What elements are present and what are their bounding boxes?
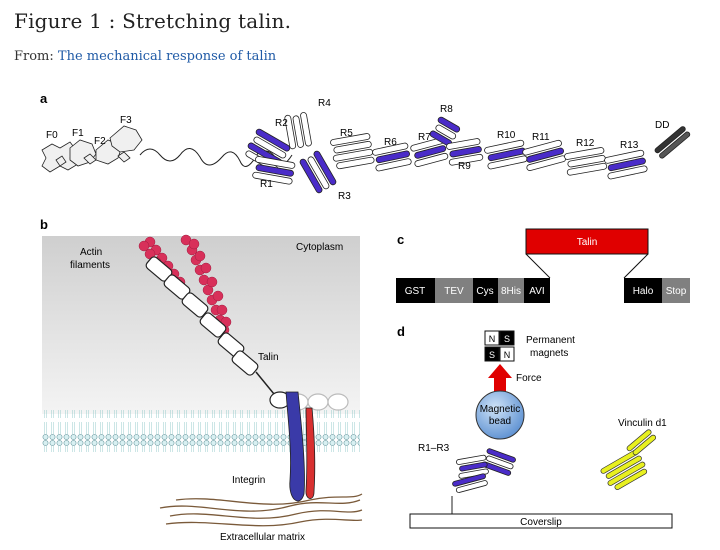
coverslip <box>409 513 673 529</box>
label-cytoplasm: Cytoplasm <box>296 242 343 253</box>
domain-label-F3: F3 <box>120 115 132 126</box>
label-magnetic: Magnetic <box>480 404 521 415</box>
extracellular-matrix <box>159 493 363 527</box>
head-domains <box>41 125 143 173</box>
magnet-s-bottom: S <box>489 350 495 360</box>
panel-d-letter: d <box>397 324 405 339</box>
integrin-red-subunit <box>305 407 316 499</box>
panel-c: c Talin GST TEV Cys 8His AVI Halo Stop <box>396 228 690 303</box>
talin-rod <box>145 256 349 411</box>
label-bead: bead <box>489 416 511 427</box>
source-prefix: From: <box>14 49 54 64</box>
label-permanent: Permanent <box>526 335 575 346</box>
source-line: From: The mechanical response of talin <box>14 49 276 64</box>
label-filaments: filaments <box>70 260 110 271</box>
rod-domains <box>245 112 691 194</box>
panel-d: d N S S N Permanent magnets Force Magnet… <box>397 324 673 529</box>
figure-title: Figure 1 : Stretching talin. <box>14 9 292 33</box>
panel-b-letter: b <box>40 217 48 232</box>
domain-label-F2: F2 <box>94 136 106 147</box>
label-coverslip: Coverslip <box>520 517 562 528</box>
label-gst: GST <box>405 286 426 297</box>
talin-box-label: Talin <box>577 237 598 248</box>
stop-block <box>662 278 690 303</box>
domain-label-R4: R4 <box>318 98 331 109</box>
label-integrin: Integrin <box>232 475 265 486</box>
domain-label-F1: F1 <box>72 128 84 139</box>
domain-label-R11: R11 <box>532 132 550 143</box>
domain-label-R10: R10 <box>497 130 516 141</box>
magnet-n-bottom: N <box>504 350 511 360</box>
domain-label-R3: R3 <box>338 191 351 202</box>
domain-label-R8: R8 <box>440 104 453 115</box>
talin-r1-r3 <box>452 448 516 493</box>
label-magnets: magnets <box>530 348 568 359</box>
label-tev: TEV <box>444 286 464 297</box>
domain-label-DD: DD <box>655 120 669 131</box>
permanent-magnets <box>484 330 515 362</box>
panel-b: b <box>40 217 363 543</box>
label-cys: Cys <box>476 286 493 297</box>
panel-a: a F0 F1 F2 F3 <box>40 91 691 202</box>
domain-label-R7: R7 <box>418 132 431 143</box>
panel-a-letter: a <box>40 91 48 106</box>
label-8his: 8His <box>501 286 521 297</box>
domain-label-R13: R13 <box>620 140 639 151</box>
magnetic-bead <box>475 390 525 440</box>
source-article-link[interactable]: The mechanical response of talin <box>57 49 277 64</box>
label-vinculin: Vinculin d1 <box>618 418 667 429</box>
magnet-s-top: S <box>504 334 510 344</box>
force-arrow-icon <box>488 364 512 392</box>
domain-label-F0: F0 <box>46 130 58 141</box>
linker-region <box>139 148 293 167</box>
label-actin: Actin <box>80 247 102 258</box>
label-force: Force <box>516 373 542 384</box>
panel-c-letter: c <box>397 232 404 247</box>
label-r1-r3: R1–R3 <box>418 443 450 454</box>
vinculin-d1 <box>600 429 657 490</box>
domain-label-R5: R5 <box>340 128 353 139</box>
domain-label-R6: R6 <box>384 137 397 148</box>
domain-label-R2: R2 <box>275 118 288 129</box>
integrin-blue-subunit <box>285 391 305 502</box>
domain-label-R1: R1 <box>260 179 273 190</box>
label-extracellular-matrix: Extracellular matrix <box>220 532 305 543</box>
talin-connector-right <box>623 253 649 279</box>
label-stop: Stop <box>666 286 687 297</box>
label-halo: Halo <box>633 286 654 297</box>
domain-label-R9: R9 <box>458 161 471 172</box>
domain-label-R12: R12 <box>576 138 595 149</box>
label-avi: AVI <box>529 286 544 297</box>
talin-connector-left <box>525 253 551 279</box>
talin-box <box>525 228 649 255</box>
label-talin: Talin <box>258 352 279 363</box>
magnet-n-top: N <box>489 334 496 344</box>
tev-block <box>435 278 473 303</box>
his-block <box>498 278 524 303</box>
